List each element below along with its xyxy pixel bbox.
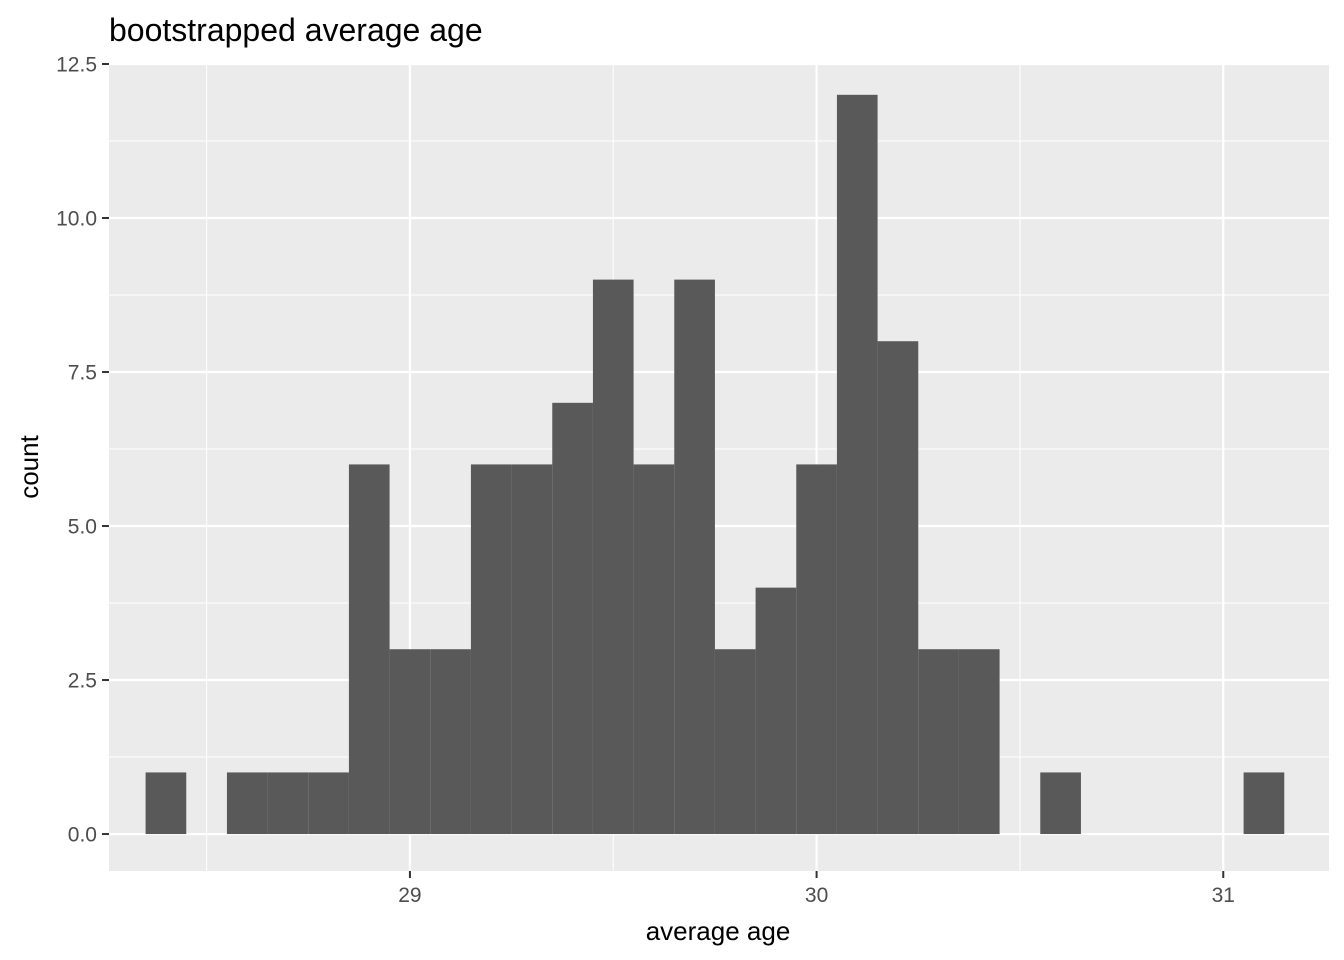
histogram-bar: [348, 464, 390, 835]
histogram-bar: [958, 649, 1000, 835]
histogram-bar: [755, 587, 797, 835]
chart-title: bootstrapped average age: [109, 12, 483, 48]
x-tick-label: 30: [805, 884, 828, 907]
histogram-bar: [267, 772, 309, 835]
histogram-bar: [226, 772, 268, 835]
histogram-bar: [308, 772, 349, 835]
histogram-bar: [552, 402, 593, 835]
x-tick-label: 31: [1212, 884, 1235, 907]
y-tick-label: 12.5: [56, 54, 97, 77]
histogram-bar: [633, 464, 675, 835]
histogram-bar: [430, 649, 471, 835]
histogram-bar: [836, 94, 878, 835]
y-tick-label: 7.5: [68, 362, 97, 385]
histogram-bar: [1243, 772, 1285, 835]
x-axis-title: average age: [646, 916, 791, 946]
histogram-bar: [796, 464, 837, 835]
histogram-bar: [877, 341, 919, 835]
histogram-bar: [918, 649, 959, 835]
histogram-bar: [592, 279, 634, 835]
histogram-bar: [511, 464, 553, 835]
y-tick-label: 10.0: [56, 208, 97, 231]
y-tick-label: 0.0: [68, 824, 97, 847]
histogram-bar: [145, 772, 187, 835]
histogram-bar: [389, 649, 431, 835]
y-tick-label: 5.0: [68, 516, 97, 539]
y-axis-title: count: [14, 434, 44, 498]
x-tick-label: 29: [398, 884, 421, 907]
histogram-bar: [470, 464, 512, 835]
y-axis: 0.0 2.5 5.0 7.5 10.0 12.5: [56, 54, 109, 847]
histogram-bar: [714, 649, 756, 835]
histogram-bars: [145, 94, 1285, 835]
y-tick-label: 2.5: [68, 670, 97, 693]
histogram-bar: [1040, 772, 1081, 835]
x-axis: 29 30 31: [398, 871, 1235, 907]
histogram-bar: [674, 279, 715, 835]
